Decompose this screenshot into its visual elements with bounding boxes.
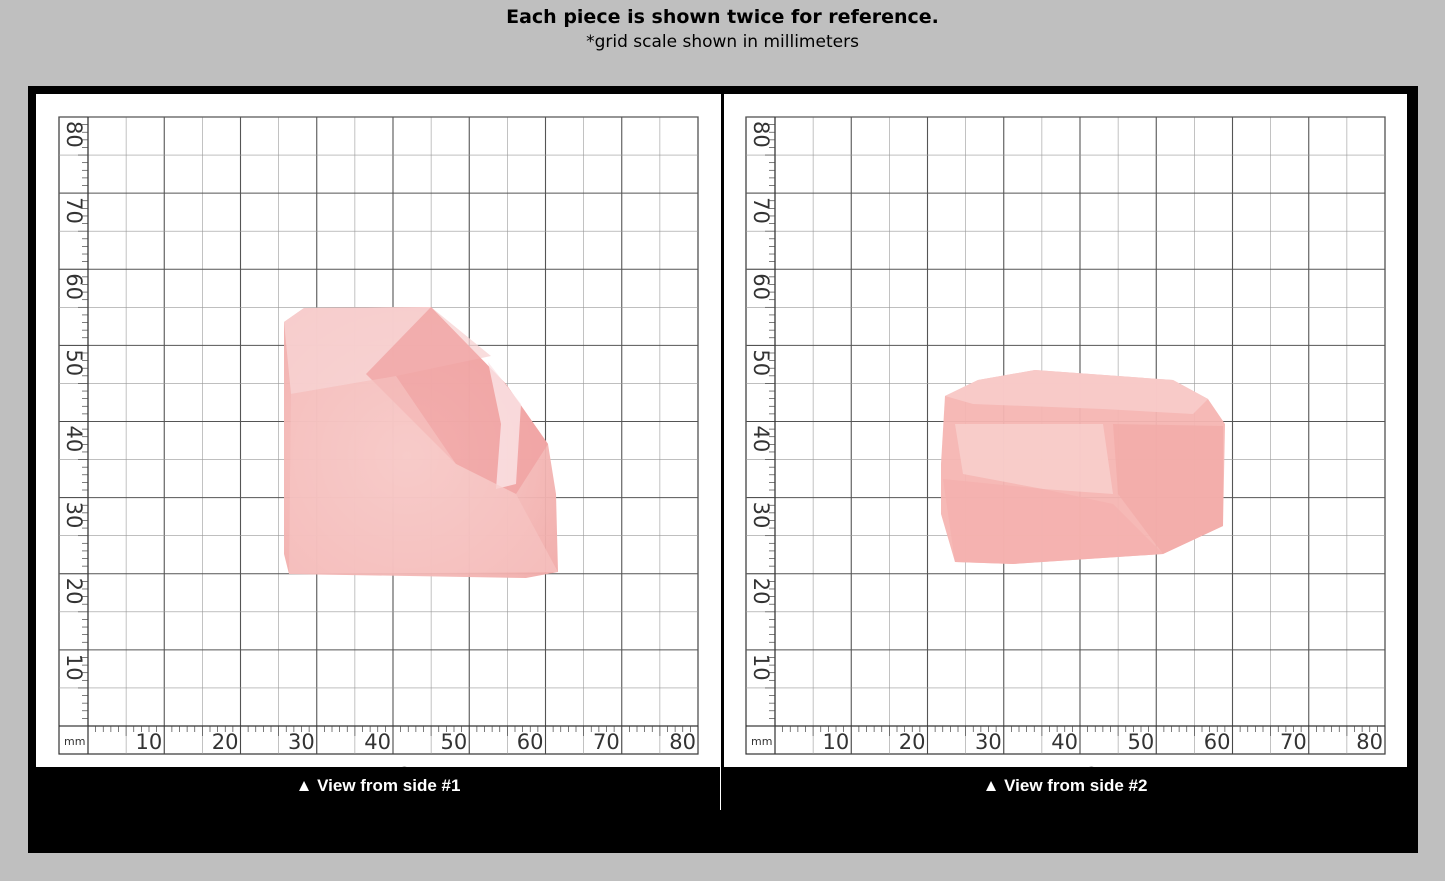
x-tick-label: 50 (1128, 730, 1155, 754)
unit-label: mm (64, 735, 85, 748)
grid-lines (745, 116, 1386, 755)
x-tick-label: 10 (136, 730, 163, 754)
x-tick-label: 80 (1356, 730, 1383, 754)
y-tick-label: 60 (62, 273, 86, 300)
stone-photo-side-1 (284, 307, 558, 578)
grid-labels: mm 10 20 30 40 50 60 70 80 10 20 30 40 50 60 70 80 (749, 121, 1383, 754)
y-tick-label: 50 (62, 349, 86, 376)
x-tick-label: 20 (899, 730, 926, 754)
x-tick-label: 50 (441, 730, 468, 754)
grid-labels: mm 10 20 30 40 50 60 70 80 10 20 30 40 50 60 70 80 (62, 121, 696, 754)
y-tick-label: 40 (749, 426, 773, 453)
x-tick-label: 30 (975, 730, 1002, 754)
y-tick-label: 50 (749, 349, 773, 376)
y-tick-label: 20 (62, 578, 86, 605)
view-caption: ▲ View from side #2 (723, 767, 1407, 810)
page-subtitle: *grid scale shown in millimeters (586, 32, 859, 52)
y-tick-label: 60 (749, 273, 773, 300)
x-tick-label: 60 (1204, 730, 1231, 754)
mm-grid-2: mm 10 20 30 40 50 60 70 80 10 20 30 40 50 60 70 80 (745, 116, 1386, 755)
unit-label: mm (751, 735, 772, 748)
x-tick-label: 30 (288, 730, 315, 754)
view-caption: ▲ View from side #1 (36, 767, 720, 810)
y-tick-label: 80 (62, 121, 86, 148)
x-tick-label: 60 (517, 730, 544, 754)
y-tick-label: 70 (749, 197, 773, 224)
y-tick-label: 10 (749, 654, 773, 681)
y-tick-label: 80 (749, 121, 773, 148)
x-tick-label: 40 (1051, 730, 1078, 754)
x-tick-label: 70 (1280, 730, 1307, 754)
x-tick-label: 80 (669, 730, 696, 754)
y-tick-label: 40 (62, 426, 86, 453)
x-tick-label: 20 (212, 730, 239, 754)
page-title: Each piece is shown twice for reference. (506, 6, 939, 28)
y-tick-label: 70 (62, 197, 86, 224)
y-tick-label: 10 (62, 654, 86, 681)
x-tick-label: 70 (593, 730, 620, 754)
y-tick-label: 20 (749, 578, 773, 605)
y-tick-label: 30 (749, 502, 773, 529)
x-tick-label: 40 (364, 730, 391, 754)
y-tick-label: 30 (62, 502, 86, 529)
x-tick-label: 10 (823, 730, 850, 754)
stone-photo-side-2 (941, 370, 1225, 564)
panel-divider (721, 94, 724, 810)
